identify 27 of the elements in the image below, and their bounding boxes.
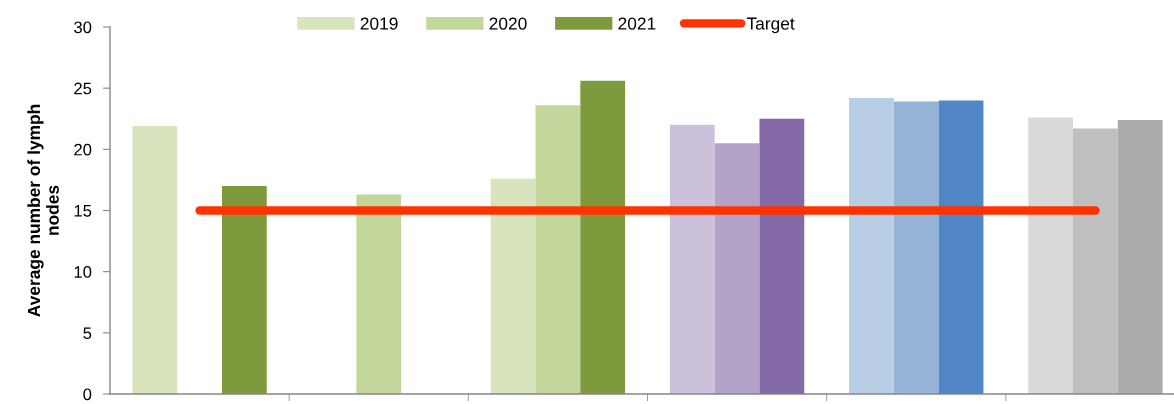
bar (1117, 119, 1163, 394)
bar (759, 118, 805, 394)
bar (1028, 117, 1074, 394)
y-tick-label: 30 (74, 21, 92, 34)
bar (893, 101, 939, 394)
legend-label: 2020 (489, 17, 527, 30)
y-tick-label: 25 (74, 82, 92, 95)
y-tick-label: 20 (74, 143, 92, 156)
bar (669, 124, 715, 394)
y-axis-title: Average number of lymph nodes (27, 104, 59, 317)
legend-label: 2019 (360, 17, 398, 30)
y-tick-label: 10 (74, 266, 92, 278)
bar (356, 194, 402, 394)
bar (535, 105, 581, 394)
legend-label: Target (746, 17, 795, 34)
y-tick-label: 15 (74, 205, 92, 217)
bar (580, 80, 626, 394)
bar (1073, 128, 1118, 394)
bar (714, 143, 760, 394)
bar (490, 178, 536, 394)
bar (849, 97, 894, 394)
y-tick-label: 0 (83, 388, 92, 401)
legend-label: 2021 (618, 17, 656, 30)
y-tick-label: 5 (83, 327, 92, 340)
bar (221, 186, 267, 394)
bar (938, 100, 984, 394)
bar (132, 126, 178, 394)
